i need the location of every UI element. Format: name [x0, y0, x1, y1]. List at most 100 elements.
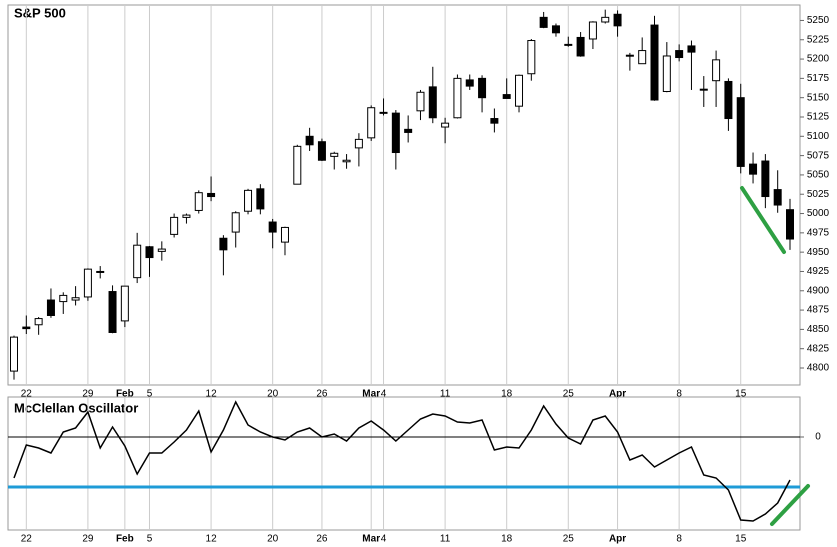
candle-body: [502, 94, 511, 99]
candle-body: [699, 88, 708, 91]
x-tick-label: 8: [676, 389, 682, 400]
candle-body: [133, 244, 142, 279]
candle-body: [293, 145, 302, 185]
y-tick-label: 4850: [807, 324, 830, 335]
candle-body: [108, 291, 117, 333]
candle-body: [96, 270, 105, 273]
x-tick-label: Feb: [116, 389, 134, 400]
candle-body: [736, 97, 745, 167]
x-tick-label: 18: [501, 534, 513, 545]
x-tick-label: 12: [206, 534, 218, 545]
candle-body: [527, 40, 536, 75]
x-tick-label: Apr: [609, 534, 626, 545]
x-tick-label: 25: [563, 389, 575, 400]
y-tick-label: 4825: [807, 343, 830, 354]
price-panel: [7, 4, 801, 386]
candle-body: [280, 226, 289, 243]
y-tick-label: 5250: [807, 15, 830, 26]
candle-body: [773, 189, 782, 206]
y-tick-label: 5050: [807, 170, 830, 181]
candle-body: [354, 138, 363, 149]
oscillator-panel: [7, 396, 801, 531]
candle-body: [416, 91, 425, 112]
candle-body: [539, 16, 548, 28]
x-tick-label: 26: [316, 534, 328, 545]
candle-body: [478, 77, 487, 99]
candle-body: [231, 212, 240, 233]
candle-body: [182, 214, 191, 218]
x-tick-label: 4: [381, 389, 387, 400]
candle-body: [465, 79, 474, 87]
candle-body: [453, 77, 462, 119]
y-tick-label: 5100: [807, 131, 830, 142]
candle-body: [601, 16, 610, 23]
candle-body: [256, 188, 265, 210]
candle-body: [22, 326, 31, 330]
candle-body: [638, 50, 647, 65]
candle-body: [342, 159, 351, 163]
candle-body: [490, 118, 499, 124]
candle-body: [404, 128, 413, 133]
candle-body: [379, 111, 388, 114]
x-tick-label: 8: [676, 534, 682, 545]
x-tick-label: Mar: [362, 389, 380, 400]
x-tick-label: 20: [267, 389, 279, 400]
y-tick-label: 4875: [807, 305, 830, 316]
candle-body: [712, 59, 721, 82]
x-tick-label: 20: [267, 534, 279, 545]
x-tick-label: 12: [206, 389, 218, 400]
candle-body: [662, 55, 671, 93]
candle-body: [687, 45, 696, 53]
x-tick-label: 15: [735, 389, 747, 400]
oscillator-title: McClellan Oscillator: [14, 400, 138, 415]
y-tick-label: 5150: [807, 92, 830, 103]
candle-body: [515, 74, 524, 107]
x-tick-label: Mar: [362, 534, 380, 545]
candle-body: [71, 297, 80, 301]
candle-body: [441, 122, 450, 128]
candle-body: [786, 209, 794, 240]
x-tick-label: 29: [82, 389, 94, 400]
candle-body: [613, 13, 622, 27]
oscillator-line: [13, 400, 791, 522]
candle-body: [317, 141, 326, 161]
trend-annotation: [740, 186, 786, 254]
y-tick-label: 5225: [807, 34, 830, 45]
x-tick-label: 5: [147, 534, 153, 545]
x-tick-label: Apr: [609, 389, 626, 400]
candle-body: [194, 192, 203, 211]
candle-body: [625, 54, 634, 57]
x-tick-label: 25: [563, 534, 575, 545]
candle-body: [330, 152, 339, 157]
y-tick-label: 5000: [807, 208, 830, 219]
y-tick-label: 5200: [807, 54, 830, 65]
x-tick-label: Feb: [116, 534, 134, 545]
y-tick-label: 4900: [807, 285, 830, 296]
candle-body: [207, 192, 216, 198]
candle-body: [145, 246, 154, 259]
candle-body: [749, 163, 758, 175]
candle-body: [10, 336, 18, 372]
x-tick-label: 26: [316, 389, 328, 400]
trend-annotation: [770, 484, 810, 526]
candle-body: [650, 24, 659, 101]
candle-body: [59, 294, 68, 303]
x-tick-label: 4: [381, 534, 387, 545]
x-tick-label: 5: [147, 389, 153, 400]
y-tick-label: 5125: [807, 112, 830, 123]
candle-body: [46, 299, 55, 316]
y-tick-label: 5075: [807, 150, 830, 161]
candle-body: [305, 135, 314, 146]
candle-body: [157, 248, 166, 252]
candle-body: [761, 160, 770, 198]
x-tick-label: 11: [440, 389, 451, 400]
candle-body: [576, 36, 585, 57]
y-tick-label: 4800: [807, 363, 830, 374]
candle-body: [675, 50, 684, 59]
candle-body: [367, 107, 376, 139]
candle-body: [120, 285, 129, 322]
x-tick-label: 29: [82, 534, 94, 545]
x-tick-label: 22: [21, 389, 33, 400]
candle-body: [564, 43, 573, 46]
